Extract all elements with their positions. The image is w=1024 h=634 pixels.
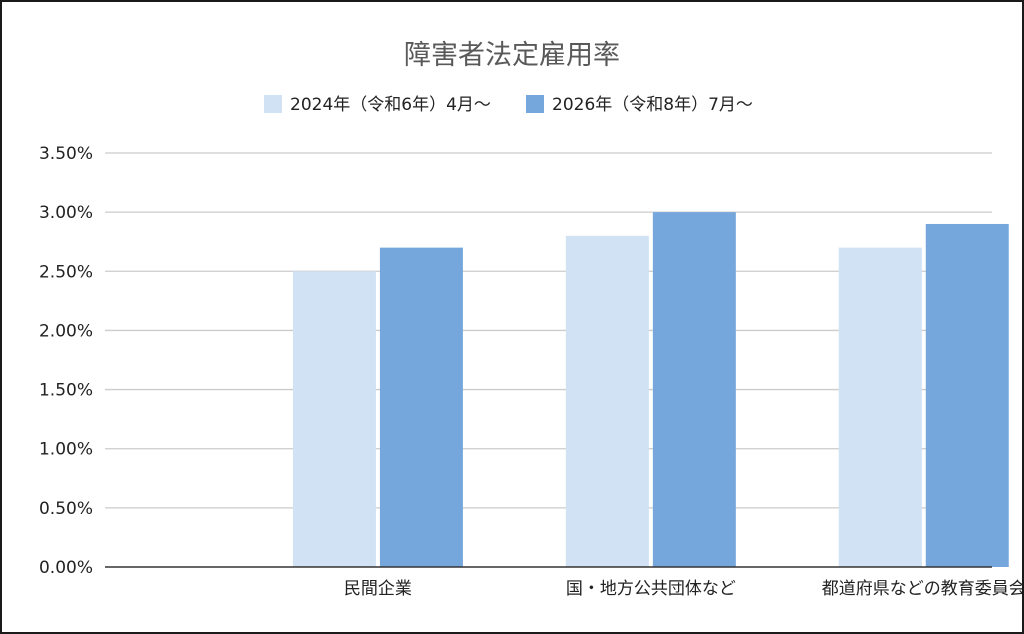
y-tick-label: 1.00% — [39, 440, 93, 460]
x-category-label: 民間企業 — [344, 579, 412, 599]
bar-2024 — [565, 235, 649, 568]
bar-2024 — [292, 271, 376, 567]
bar-2026 — [652, 212, 736, 567]
bar-2026 — [925, 223, 1009, 567]
y-tick-label: 0.00% — [39, 558, 93, 578]
y-tick-label: 0.50% — [39, 499, 93, 519]
legend-label-2026: 2026年（令和8年）7月～ — [552, 95, 753, 115]
y-tick-label: 3.50% — [39, 144, 93, 164]
legend-label-2024: 2024年（令和6年）4月～ — [290, 95, 491, 115]
y-tick-label: 2.50% — [39, 262, 93, 282]
x-category-label: 都道府県などの教育委員会 — [822, 579, 1022, 599]
bar-2026 — [379, 247, 463, 567]
legend: 2024年（令和6年）4月～ 2026年（令和8年）7月～ — [264, 95, 753, 115]
y-tick-label: 1.50% — [39, 381, 93, 401]
chart-title: 障害者法定雇用率 — [404, 40, 620, 71]
x-category-label: 国・地方公共団体など — [566, 579, 736, 599]
y-axis-ticks: 0.00% 0.50% 1.00% 1.50% 2.00% 2.50% 3.00% 3.50% — [39, 144, 93, 578]
x-axis-labels: 民間企業 国・地方公共団体など 都道府県などの教育委員会 — [344, 579, 1022, 599]
bar-2024 — [838, 247, 922, 567]
gridlines — [105, 152, 992, 509]
y-tick-label: 2.00% — [39, 321, 93, 341]
bars — [292, 212, 1009, 568]
legend-swatch-2026 — [526, 95, 544, 113]
legend-swatch-2024 — [264, 95, 282, 113]
y-tick-label: 3.00% — [39, 203, 93, 223]
